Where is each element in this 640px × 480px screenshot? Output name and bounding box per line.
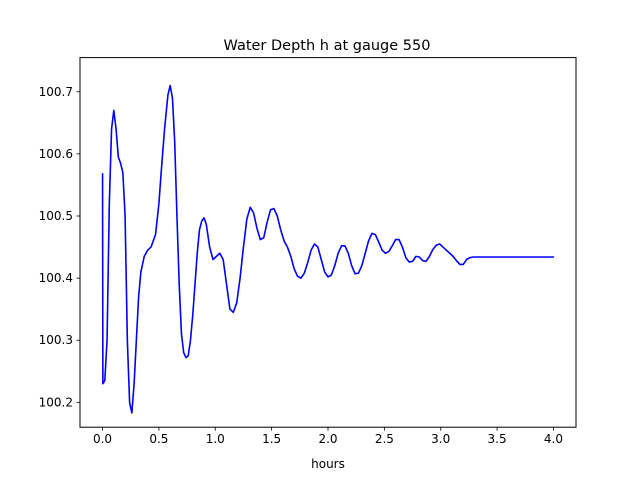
x-tick-label: 3.0 (431, 432, 450, 446)
x-tick-label: 2.5 (375, 432, 394, 446)
y-tick-label: 100.7 (39, 85, 73, 99)
y-tick-label: 100.2 (39, 395, 73, 409)
water-depth-series-line (101, 84, 555, 414)
series-layer (101, 84, 555, 414)
y-tick-label: 100.3 (39, 333, 73, 347)
x-tick-label: 3.5 (488, 432, 507, 446)
x-tick-label: 4.0 (544, 432, 563, 446)
x-axis-ticks: 0.0 0.5 1.0 1.5 2.0 2.5 3.0 3.5 4.0 (93, 427, 563, 446)
y-tick-label: 100.4 (39, 271, 73, 285)
x-tick-label: 1.0 (206, 432, 225, 446)
x-tick-label: 0.5 (149, 432, 168, 446)
x-tick-label: 0.0 (93, 432, 112, 446)
x-tick-label: 1.5 (262, 432, 281, 446)
chart-title: Water Depth h at gauge 550 (224, 38, 431, 54)
y-tick-label: 100.6 (39, 147, 73, 161)
x-tick-label: 2.0 (318, 432, 337, 446)
x-axis-label: hours (311, 457, 345, 471)
y-tick-label: 100.5 (39, 209, 73, 223)
y-axis-ticks: 100.2 100.3 100.4 100.5 100.6 100.7 (39, 85, 80, 409)
